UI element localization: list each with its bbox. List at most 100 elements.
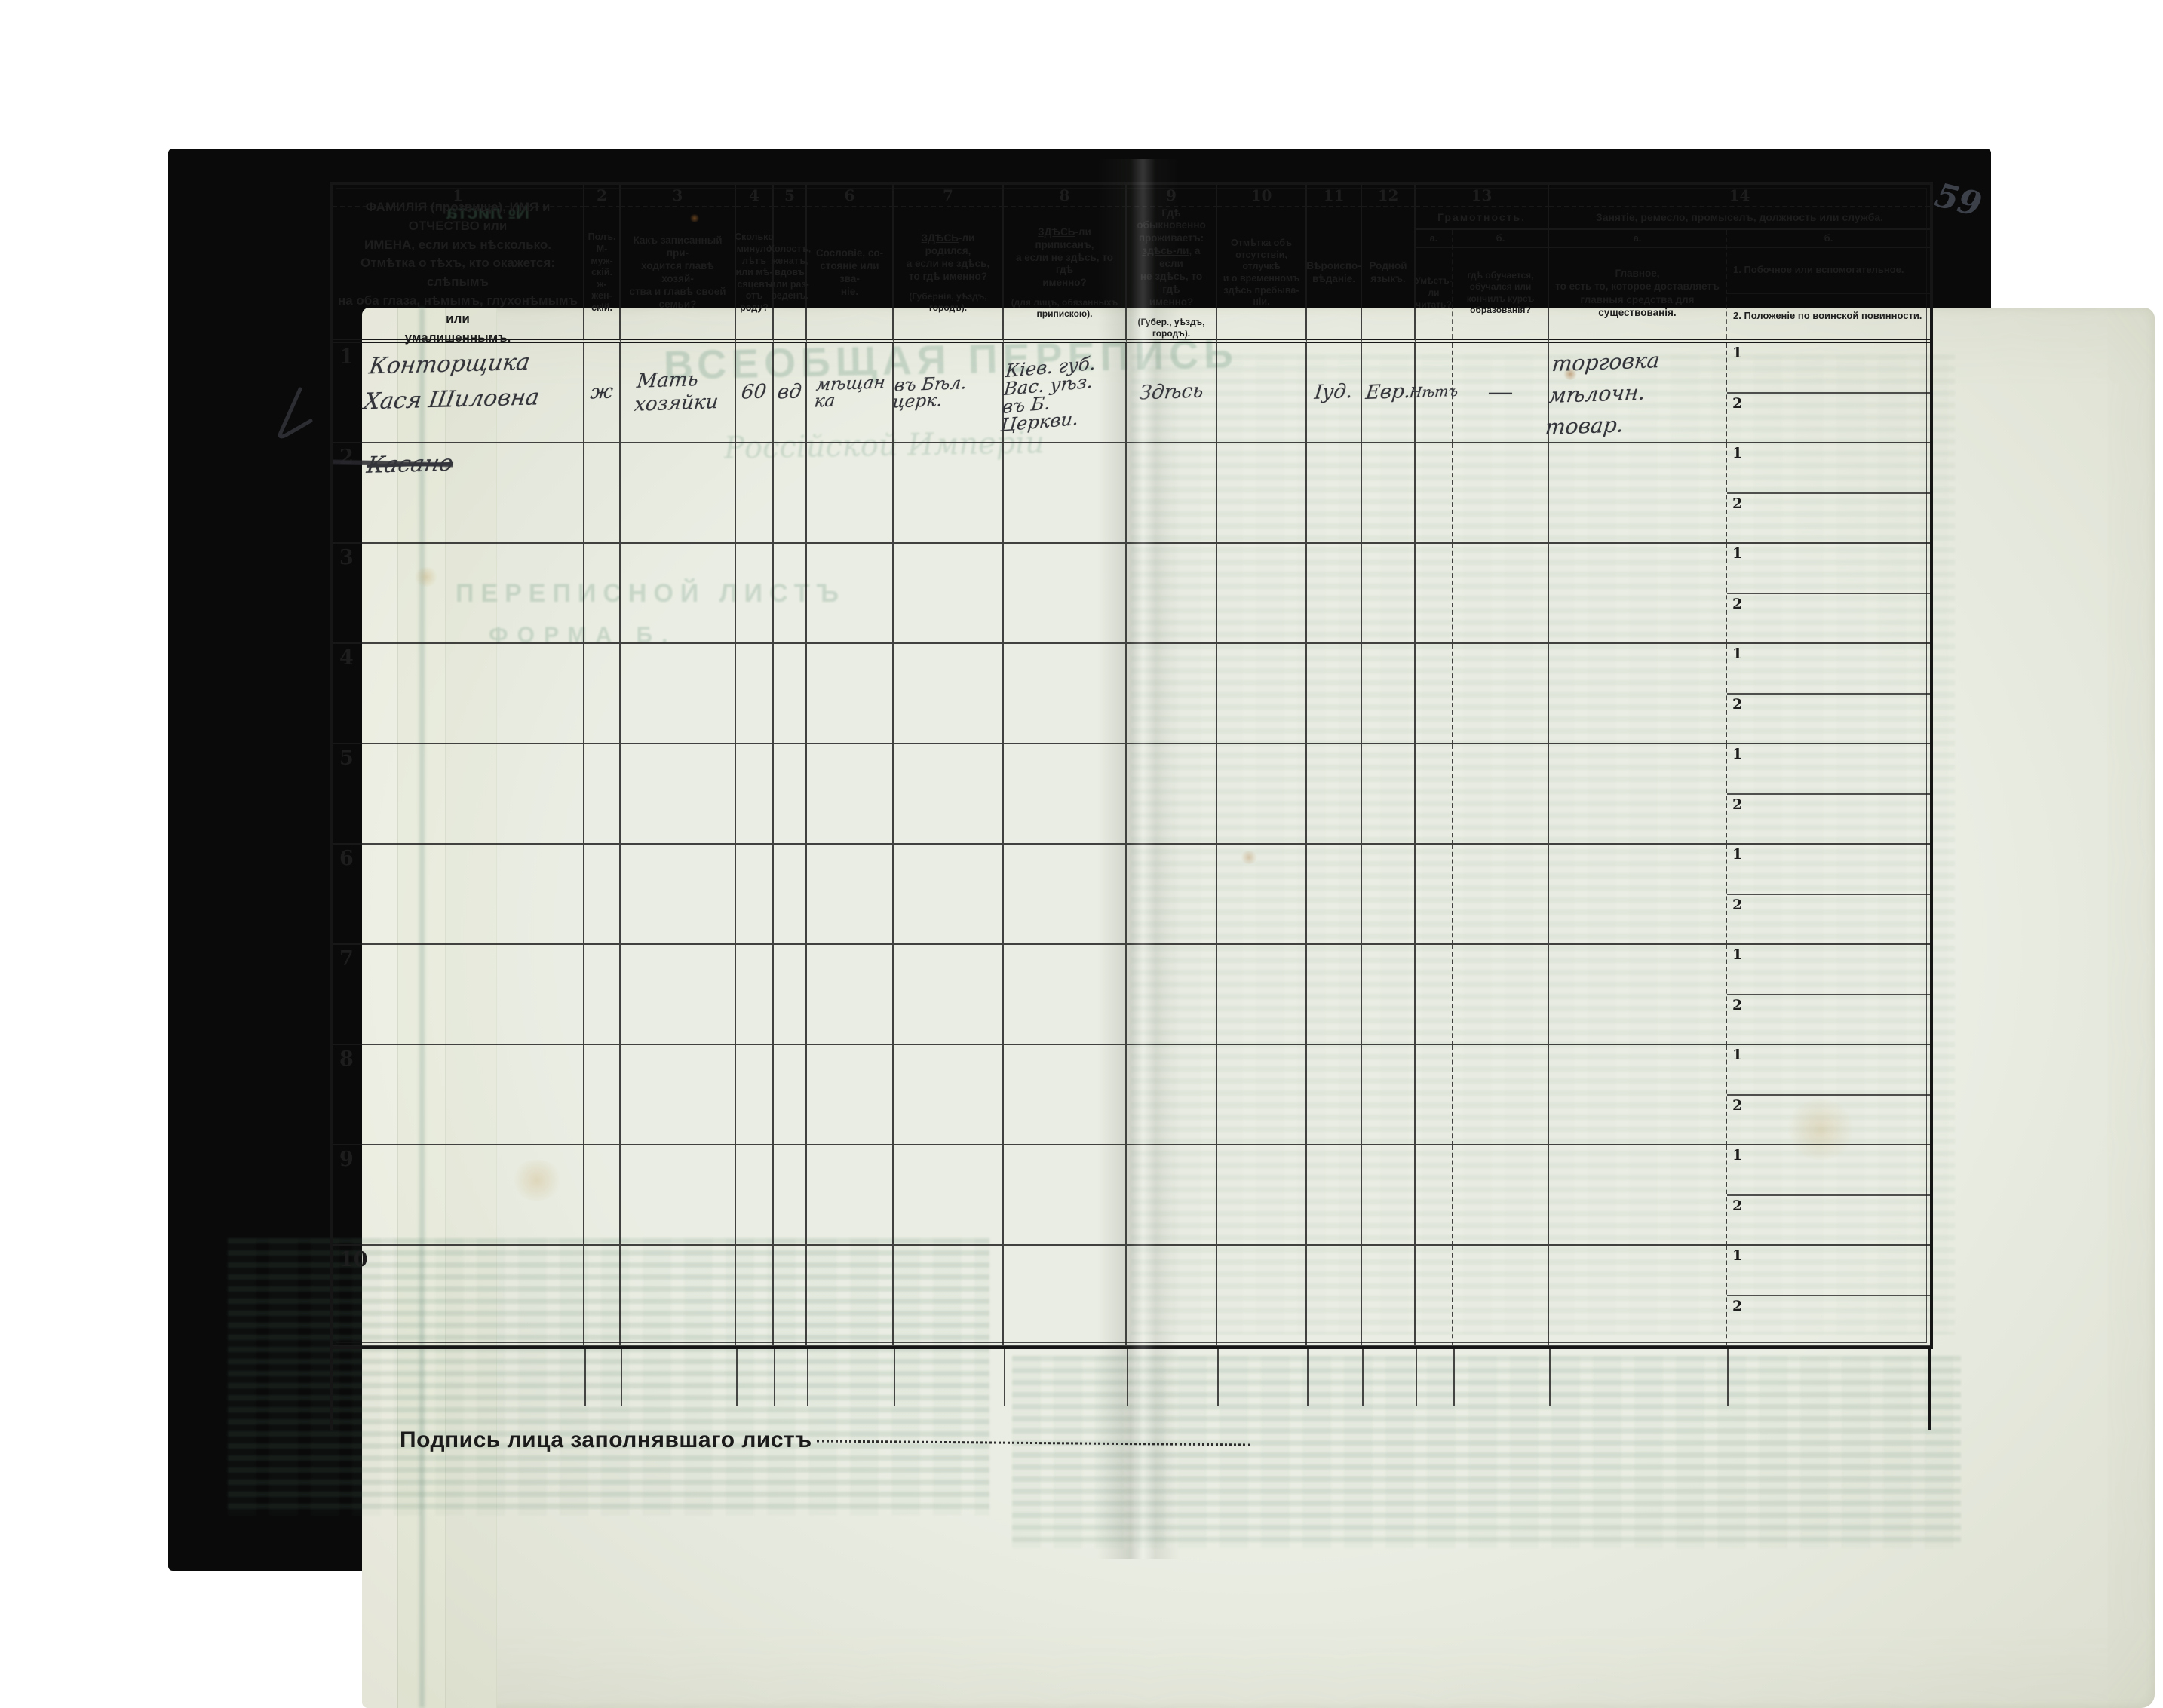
cell-relation: Мать хозяйки [621,343,736,443]
table-line-stub [1362,1349,1364,1406]
cell-literacy-a [1416,544,1453,644]
cell-sex [584,845,621,945]
cell-name: 2 Касано [329,441,584,544]
column-number-5: 5 [774,185,807,207]
sub-label-a: а. [1416,230,1452,248]
column-header-birthplace: ЗДѢСЬ-ли родился, а если не здѣсь, то гд… [894,207,1004,343]
cell-name: 4 [333,644,584,744]
handwritten-name: Касано [329,441,456,485]
cell-age [736,845,774,945]
header-note: (Губер., уѣздъ, городъ). [1137,316,1205,339]
census-table: 1 2 3 4 5 6 7 8 9 10 11 12 13 14 ФАМИЛІЯ… [329,182,1933,1349]
row-number: 8 [339,1047,354,1071]
table-line-stub [1217,1349,1219,1406]
cell-language [1362,544,1416,644]
cell-language [1362,744,1416,845]
cell-occupation-main [1549,644,1727,744]
cell-registration: Кіев. губ. Вас. уѣз. въ Б. Церкви. [1000,343,1127,443]
cell-marital [774,1145,807,1246]
sub-label-b: б. [1727,230,1930,248]
row-number: 10 [339,1248,368,1271]
handwritten-name [332,744,367,749]
cell-birthplace [894,945,1004,1045]
cell-relation [621,443,736,544]
subrow-number: 2 [1732,394,1743,412]
subrow-number: 1 [1732,946,1743,963]
cell-relation [621,845,736,945]
cell-religion [1307,1246,1362,1346]
handwritten-birthplace: въ Бѣл. церк. [891,373,968,412]
occupation-side-sub2: 2 [1727,695,1930,744]
cell-language [1362,1045,1416,1145]
signature-line [816,1440,1250,1446]
subrow-number: 1 [1732,1047,1743,1063]
occupation-side-sub1: 1 [1727,343,1930,394]
cell-registration [1004,845,1127,945]
subrow-number: 2 [1732,796,1743,813]
cell-religion [1307,443,1362,544]
cell-sex [584,1246,621,1346]
cell-sex [584,1145,621,1246]
handwritten-sex: ж [589,380,615,404]
cell-language: Евр. [1362,343,1416,443]
cell-relation [621,744,736,845]
cell-sex [584,644,621,744]
occupation-side-sub2: 2 [1727,494,1930,543]
cell-age [736,744,774,845]
cell-religion [1307,1145,1362,1246]
cell-language [1362,443,1416,544]
cell-literacy-a [1416,644,1453,744]
cell-occupation-side: 1 2 [1727,945,1930,1045]
occupation-side-sub1: 1 [1727,945,1930,995]
cell-estate: мѣщан ка [807,343,894,443]
cell-literacy-b [1453,744,1549,845]
cell-literacy-a: Нѣтъ [1409,343,1459,443]
header-note: (для лицъ, обязанныхъ припискою). [1011,297,1118,320]
cell-marital: вд [774,343,807,443]
handwritten-name [332,643,367,649]
occupation-side-sub1: 1 [1727,1045,1930,1096]
cell-registration [1004,1246,1127,1346]
cell-registration [1004,1045,1127,1145]
cell-literacy-a [1416,744,1453,845]
cell-residence [1127,945,1217,1045]
page-stack-edge [398,308,446,1708]
cell-birthplace [894,443,1004,544]
cell-occupation-side: 1 2 [1727,343,1930,443]
cell-birthplace: въ Бѣл. церк. [891,343,1004,443]
cell-occupation-main [1549,945,1727,1045]
header-text: -ли приписанъ, а если не здѣсь, то гдѣ и… [1016,225,1113,289]
cell-age: 60 [736,343,774,443]
cell-occupation-side: 1 2 [1727,1145,1930,1246]
cell-name: 8 [333,1045,584,1145]
cell-registration [1004,544,1127,644]
cell-sex [584,945,621,1045]
cell-relation [621,1145,736,1246]
literacy-a-text: Умѣетъ- ли читать? [1415,275,1453,310]
occupation-side-sub1: 1 [1727,1246,1930,1296]
handwritten-language: Евр. [1364,380,1412,405]
cell-name: 1 Конторщика Хася Шиловна [333,343,584,443]
cell-marital [774,845,807,945]
occupation-side-sub1: 1 [1727,443,1930,494]
subrow-number: 1 [1732,345,1743,361]
signature-block: Подпись лица заполнявшаго листъ [400,1427,1250,1453]
cell-literacy-a [1416,1246,1453,1346]
cell-literacy-a [1416,1145,1453,1246]
handwritten-name [332,1145,367,1150]
subrow-number: 2 [1732,495,1743,512]
column-header-language: Родной языкъ. [1362,207,1416,343]
row-number: 9 [339,1148,354,1171]
cell-estate [807,945,894,1045]
table-line-stub [774,1349,775,1406]
cell-sex [584,1045,621,1145]
cell-religion [1307,644,1362,744]
cell-name: 5 [333,744,584,845]
cell-absence [1217,1045,1307,1145]
occupation-side-sub2: 2 [1727,594,1930,643]
column-header-relation: Какъ записанный при- ходится главѣ хозяй… [621,207,736,343]
occupation-side-sub1: 1 [1727,644,1930,695]
cell-sex [584,443,621,544]
occupation-b-item1: 1. Побочное или вспомогательное. [1727,248,1930,294]
cell-marital [774,644,807,744]
